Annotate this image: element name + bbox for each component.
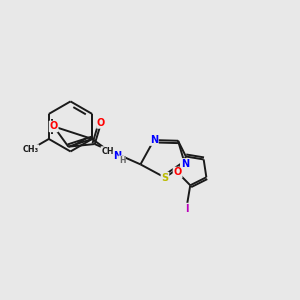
Text: S: S: [161, 172, 169, 183]
Text: O: O: [173, 167, 182, 178]
Text: N: N: [113, 151, 122, 161]
Text: O: O: [97, 118, 105, 128]
Text: CH₃: CH₃: [101, 147, 117, 156]
Text: CH₃: CH₃: [22, 145, 38, 154]
Text: H: H: [119, 156, 125, 165]
Text: N: N: [181, 159, 189, 169]
Text: N: N: [150, 135, 158, 145]
Text: I: I: [184, 203, 188, 214]
Text: O: O: [50, 122, 58, 131]
